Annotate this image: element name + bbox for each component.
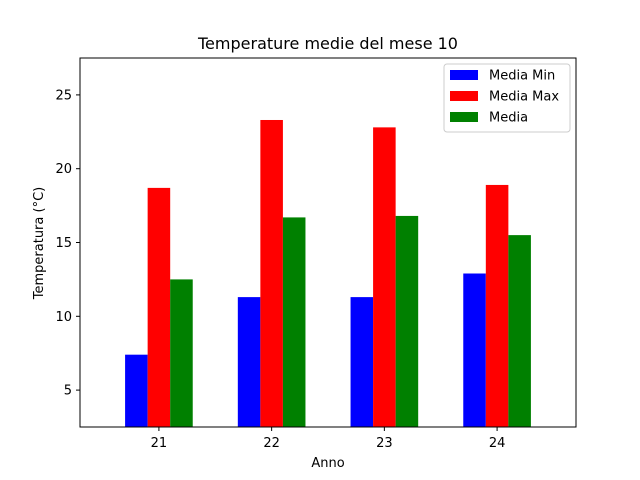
- legend-label-media-min: Media Min: [489, 69, 555, 84]
- bar-media-min-23: [350, 297, 374, 427]
- bar-media-max-21: [147, 187, 171, 427]
- x-tick-label: 22: [263, 436, 280, 451]
- y-tick-label: 5: [64, 384, 72, 399]
- y-axis-label: Temperatura (°C): [32, 187, 47, 300]
- x-tick-label: 23: [376, 436, 393, 451]
- legend-label-media: Media: [489, 111, 528, 126]
- legend-swatch-media: [450, 112, 478, 122]
- y-tick-label: 10: [55, 310, 72, 325]
- legend-swatch-media-max: [450, 91, 478, 101]
- legend: Media Min Media Max Media: [443, 63, 571, 133]
- x-axis-label: Anno: [311, 456, 344, 471]
- chart-title: Temperature medie del mese 10: [197, 34, 458, 53]
- bars-layer: [125, 119, 531, 428]
- y-axis: 5 10 15 20 25: [55, 88, 80, 399]
- x-axis: 21 22 23 24: [151, 427, 506, 451]
- bar-media-21: [170, 279, 193, 427]
- legend-label-media-max: Media Max: [489, 90, 559, 105]
- bar-media-22: [282, 217, 306, 427]
- y-tick-label: 25: [55, 88, 72, 103]
- x-tick-label: 24: [489, 436, 506, 451]
- bar-media-min-22: [237, 297, 261, 427]
- bar-media-23: [395, 215, 419, 427]
- bar-media-max-22: [260, 119, 283, 428]
- bar-media-24: [508, 235, 531, 427]
- y-tick-label: 15: [55, 236, 72, 251]
- bar-media-min-24: [463, 273, 486, 427]
- legend-swatch-media-min: [450, 70, 478, 80]
- y-tick-label: 20: [55, 162, 72, 177]
- bar-media-min-21: [125, 354, 148, 427]
- bar-media-max-23: [373, 127, 396, 428]
- bar-media-max-24: [485, 184, 509, 427]
- x-tick-label: 21: [151, 436, 168, 451]
